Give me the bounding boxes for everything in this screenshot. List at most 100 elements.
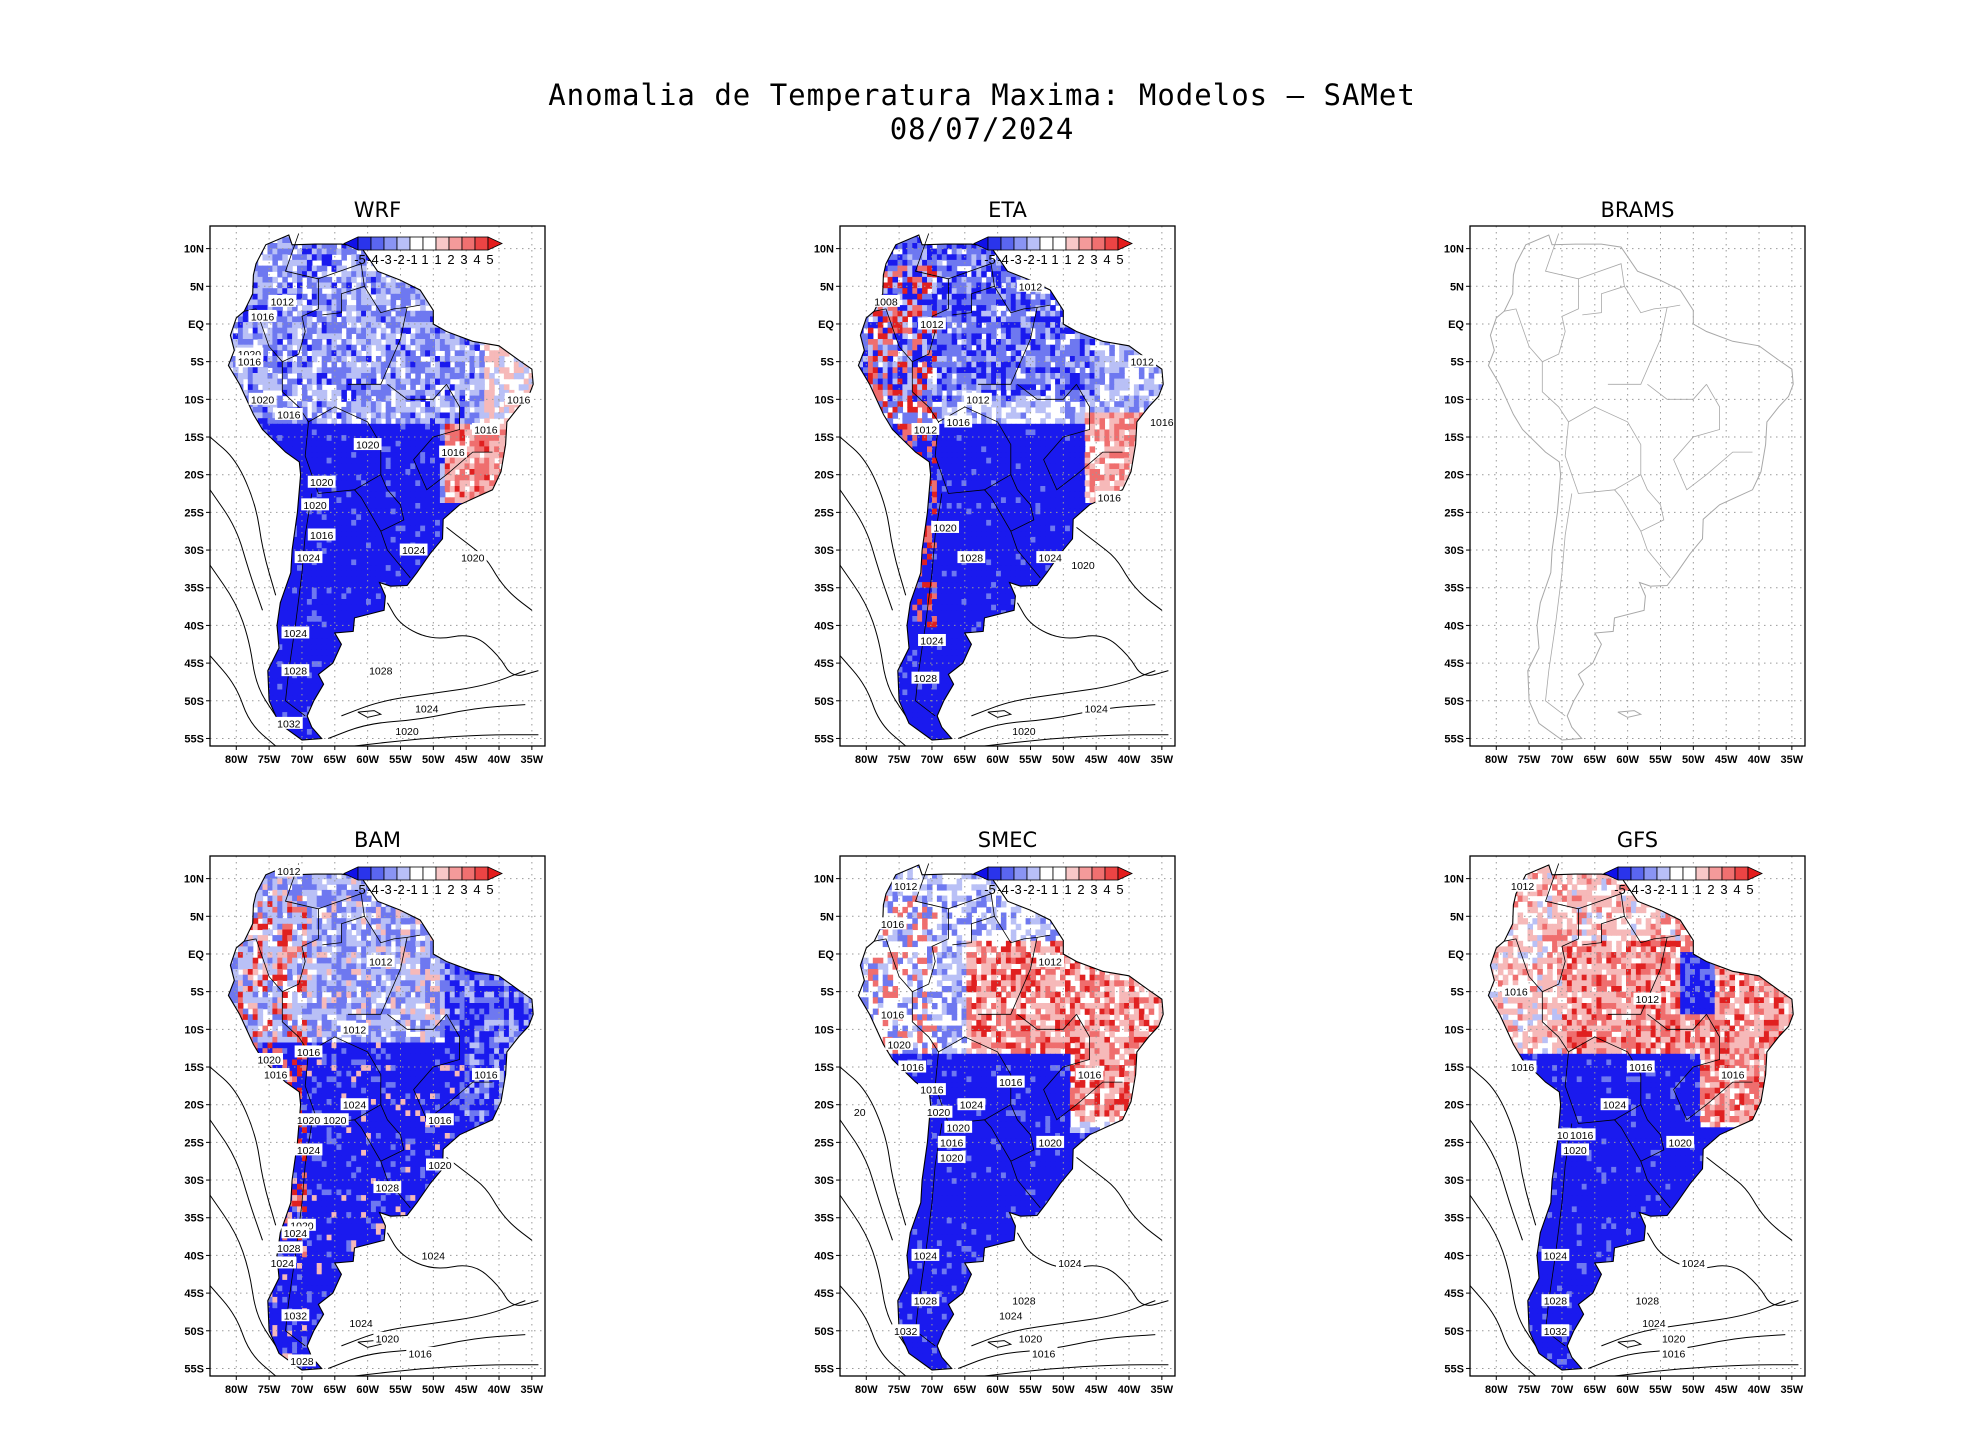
isobar-label: 1032	[281, 1309, 309, 1323]
lat-tick-label: 40S	[1444, 1250, 1464, 1262]
colorbar-label: 5	[1116, 252, 1123, 267]
isobar-label: 1024	[295, 1143, 323, 1157]
lat-tick-label: 40S	[1444, 620, 1464, 632]
lat-tick-label: 15S	[814, 1062, 834, 1074]
isobar-label: 1024	[268, 1256, 296, 1270]
lon-tick-label: 55W	[1649, 1384, 1672, 1396]
isobar-label: 1016	[1148, 415, 1176, 429]
colorbar-label: 2	[1077, 882, 1084, 897]
isobar-label: 1016	[1502, 985, 1530, 999]
lon-tick-label: 75W	[888, 754, 911, 766]
lon-tick-label: 50W	[422, 754, 445, 766]
lon-tick-label: 35W	[521, 754, 544, 766]
lat-tick-label: 10S	[814, 1024, 834, 1036]
isobar-label: 1024	[1679, 1256, 1707, 1270]
isobar-label: 1016	[308, 528, 336, 542]
lat-tick-label: 55S	[1444, 733, 1464, 745]
lat-tick-label: 30S	[184, 1175, 204, 1187]
isobar-label: 1020	[938, 1151, 966, 1165]
lon-tick-label: 45W	[455, 754, 478, 766]
isobar-label: 1016	[236, 355, 264, 369]
isobar-label: 1032	[275, 717, 303, 731]
lon-tick-label: 60W	[1616, 1384, 1639, 1396]
colorbar-label: -5	[354, 882, 366, 897]
lon-tick-label: 70W	[291, 1384, 314, 1396]
isobar-label: 1012	[275, 865, 303, 879]
lat-tick-label: 35S	[184, 583, 204, 595]
isobar-label: 1016	[1509, 1061, 1537, 1075]
colorbar-label: 3	[460, 882, 467, 897]
lat-tick-label: 10N	[184, 244, 204, 256]
lat-tick-label: 5N	[1450, 281, 1464, 293]
lat-tick-label: 5S	[191, 357, 204, 369]
isobar-label: 1016	[1627, 1061, 1655, 1075]
isobar-label: 1024	[295, 551, 323, 565]
lat-tick-label: 40S	[814, 620, 834, 632]
colorbar-label: 3	[460, 252, 467, 267]
isobar-label: 1024	[918, 634, 946, 648]
colorbar-label: 2	[1077, 252, 1084, 267]
colorbar-label: -1	[1036, 252, 1048, 267]
lon-tick-label: 40W	[1748, 1384, 1771, 1396]
isobar-label: 1028	[281, 664, 309, 678]
colorbar-label: 5	[486, 882, 493, 897]
isobar-label: 1020	[1036, 1136, 1064, 1150]
colorbar-label: -5	[1614, 882, 1626, 897]
lat-tick-label: 50S	[184, 1326, 204, 1338]
lat-tick-label: 20S	[184, 1100, 204, 1112]
isobar-label: 1024	[347, 1317, 375, 1331]
isobar-label: 1016	[944, 415, 972, 429]
isobar-label: 1024	[1082, 702, 1110, 716]
panel-title: GFS	[1617, 828, 1658, 852]
isobar-label: 1016	[249, 310, 277, 324]
panel-title: BAM	[354, 828, 401, 852]
isobar-label: 1020	[295, 1113, 323, 1127]
isobar-label: 1020	[308, 476, 336, 490]
lat-tick-label: 10N	[1444, 874, 1464, 886]
lon-tick-label: 75W	[888, 1384, 911, 1396]
colorbar-label: -2	[393, 882, 405, 897]
isobar-label: 1012	[1633, 993, 1661, 1007]
lon-tick-label: 65W	[1583, 754, 1606, 766]
lon-tick-label: 80W	[225, 754, 248, 766]
isobar-label: 1024	[997, 1309, 1025, 1323]
isobar-label: 1012	[268, 295, 296, 309]
map-svg: WRF1012101610201016102010161020101610161…	[190, 190, 750, 810]
lon-tick-label: 40W	[1118, 1384, 1141, 1396]
isobar-label: 1032	[892, 1324, 920, 1338]
colorbar-label: 1	[434, 882, 441, 897]
lat-tick-label: 10S	[814, 394, 834, 406]
lat-tick-label: 25S	[814, 507, 834, 519]
lat-tick-label: 5N	[1450, 911, 1464, 923]
lon-tick-label: 75W	[258, 754, 281, 766]
coastline	[1488, 235, 1793, 740]
lat-tick-label: 50S	[814, 696, 834, 708]
lat-tick-label: 25S	[184, 1137, 204, 1149]
lon-tick-label: 70W	[1551, 754, 1574, 766]
isobar-label: 1024	[1036, 551, 1064, 565]
colorbar-label: -4	[997, 252, 1009, 267]
country-border	[1615, 475, 1664, 532]
lat-tick-label: 5S	[821, 987, 834, 999]
lon-tick-label: 55W	[389, 1384, 412, 1396]
isobar-label: 1016	[472, 1068, 500, 1082]
falklands-outline	[1618, 711, 1641, 718]
lat-tick-label: 20S	[184, 470, 204, 482]
isobar-label: 1024	[400, 544, 428, 558]
lon-tick-label: 45W	[455, 1384, 478, 1396]
map-svg: SMEC101210161012101610201016101610161016…	[820, 820, 1380, 1440]
colorbar-label: -2	[1023, 882, 1035, 897]
isobar-label: 1028	[367, 664, 395, 678]
isobar-label: 1024	[1640, 1317, 1668, 1331]
colorbar-label: -4	[997, 882, 1009, 897]
colorbar-label: -1	[1036, 882, 1048, 897]
lat-tick-label: 20S	[814, 470, 834, 482]
colorbar-label: -4	[367, 252, 379, 267]
colorbar-label: -3	[380, 252, 392, 267]
